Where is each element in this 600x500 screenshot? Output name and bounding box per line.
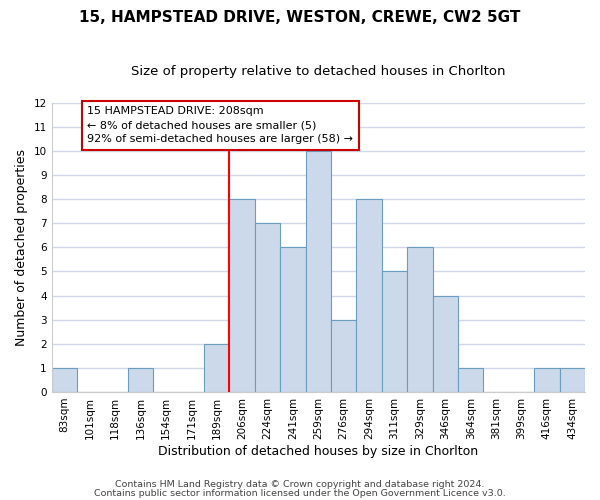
Text: 15, HAMPSTEAD DRIVE, WESTON, CREWE, CW2 5GT: 15, HAMPSTEAD DRIVE, WESTON, CREWE, CW2 … [79,10,521,25]
Text: Contains HM Land Registry data © Crown copyright and database right 2024.: Contains HM Land Registry data © Crown c… [115,480,485,489]
Bar [331,320,356,392]
Bar [305,151,331,392]
Text: Contains public sector information licensed under the Open Government Licence v3: Contains public sector information licen… [94,488,506,498]
X-axis label: Distribution of detached houses by size in Chorlton: Distribution of detached houses by size … [158,444,478,458]
Bar [356,199,382,392]
Bar [382,272,407,392]
Bar [52,368,77,392]
Bar [204,344,229,392]
Title: Size of property relative to detached houses in Chorlton: Size of property relative to detached ho… [131,65,506,78]
Bar [280,248,305,392]
Bar [255,224,280,392]
Bar [229,199,255,392]
Y-axis label: Number of detached properties: Number of detached properties [15,149,28,346]
Bar [407,248,433,392]
Bar [534,368,560,392]
Text: 15 HAMPSTEAD DRIVE: 208sqm
← 8% of detached houses are smaller (5)
92% of semi-d: 15 HAMPSTEAD DRIVE: 208sqm ← 8% of detac… [87,106,353,144]
Bar [128,368,153,392]
Bar [433,296,458,392]
Bar [560,368,585,392]
Bar [458,368,484,392]
